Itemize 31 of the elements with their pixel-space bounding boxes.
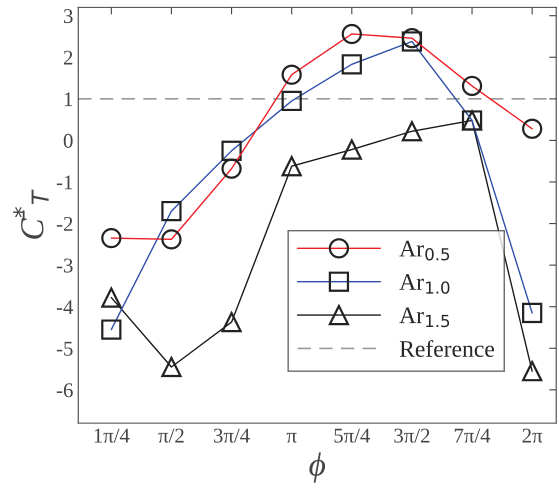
x-axis-title: ϕ <box>309 452 326 483</box>
x-tick-label: 7π/4 <box>454 428 490 443</box>
point <box>342 139 362 160</box>
point <box>221 312 242 332</box>
y-tick-label: 2 <box>64 50 72 64</box>
x-tick-label: 3π/2 <box>394 428 430 443</box>
x-tick-label: 5π/4 <box>334 428 370 443</box>
point <box>161 356 182 378</box>
x-tick-label: 2π <box>522 428 542 443</box>
point <box>282 156 302 176</box>
x-tick-label: 1π/4 <box>94 428 130 443</box>
y-tick-label: -5 <box>56 342 73 356</box>
y-tick-label: 1 <box>64 92 72 106</box>
point <box>402 121 422 142</box>
legend-label: Ar$_{1.0}$ <box>399 274 450 294</box>
legend-label: Ar$_{1.5}$ <box>399 308 450 328</box>
y-tick-label: -1 <box>56 175 72 190</box>
point <box>522 361 542 382</box>
y-tick-label: -2 <box>56 216 72 231</box>
y-tick-label: -4 <box>56 300 74 314</box>
y-tick-label: -3 <box>56 258 73 273</box>
x-tick-label: π/2 <box>158 428 184 443</box>
x-tick-label: 3π/4 <box>214 428 250 443</box>
legend-label: Ar$_{0.5}$ <box>399 240 450 260</box>
y-tick-label: 0 <box>64 134 73 148</box>
y-axis-title: C̄$^{*}$$_{T}$ <box>13 189 49 239</box>
y-tick-label: 3 <box>64 9 73 24</box>
x-tick-label: π <box>286 432 297 443</box>
point <box>101 287 122 308</box>
legend-label: Reference <box>400 340 494 357</box>
y-tick-label: -6 <box>56 383 73 398</box>
